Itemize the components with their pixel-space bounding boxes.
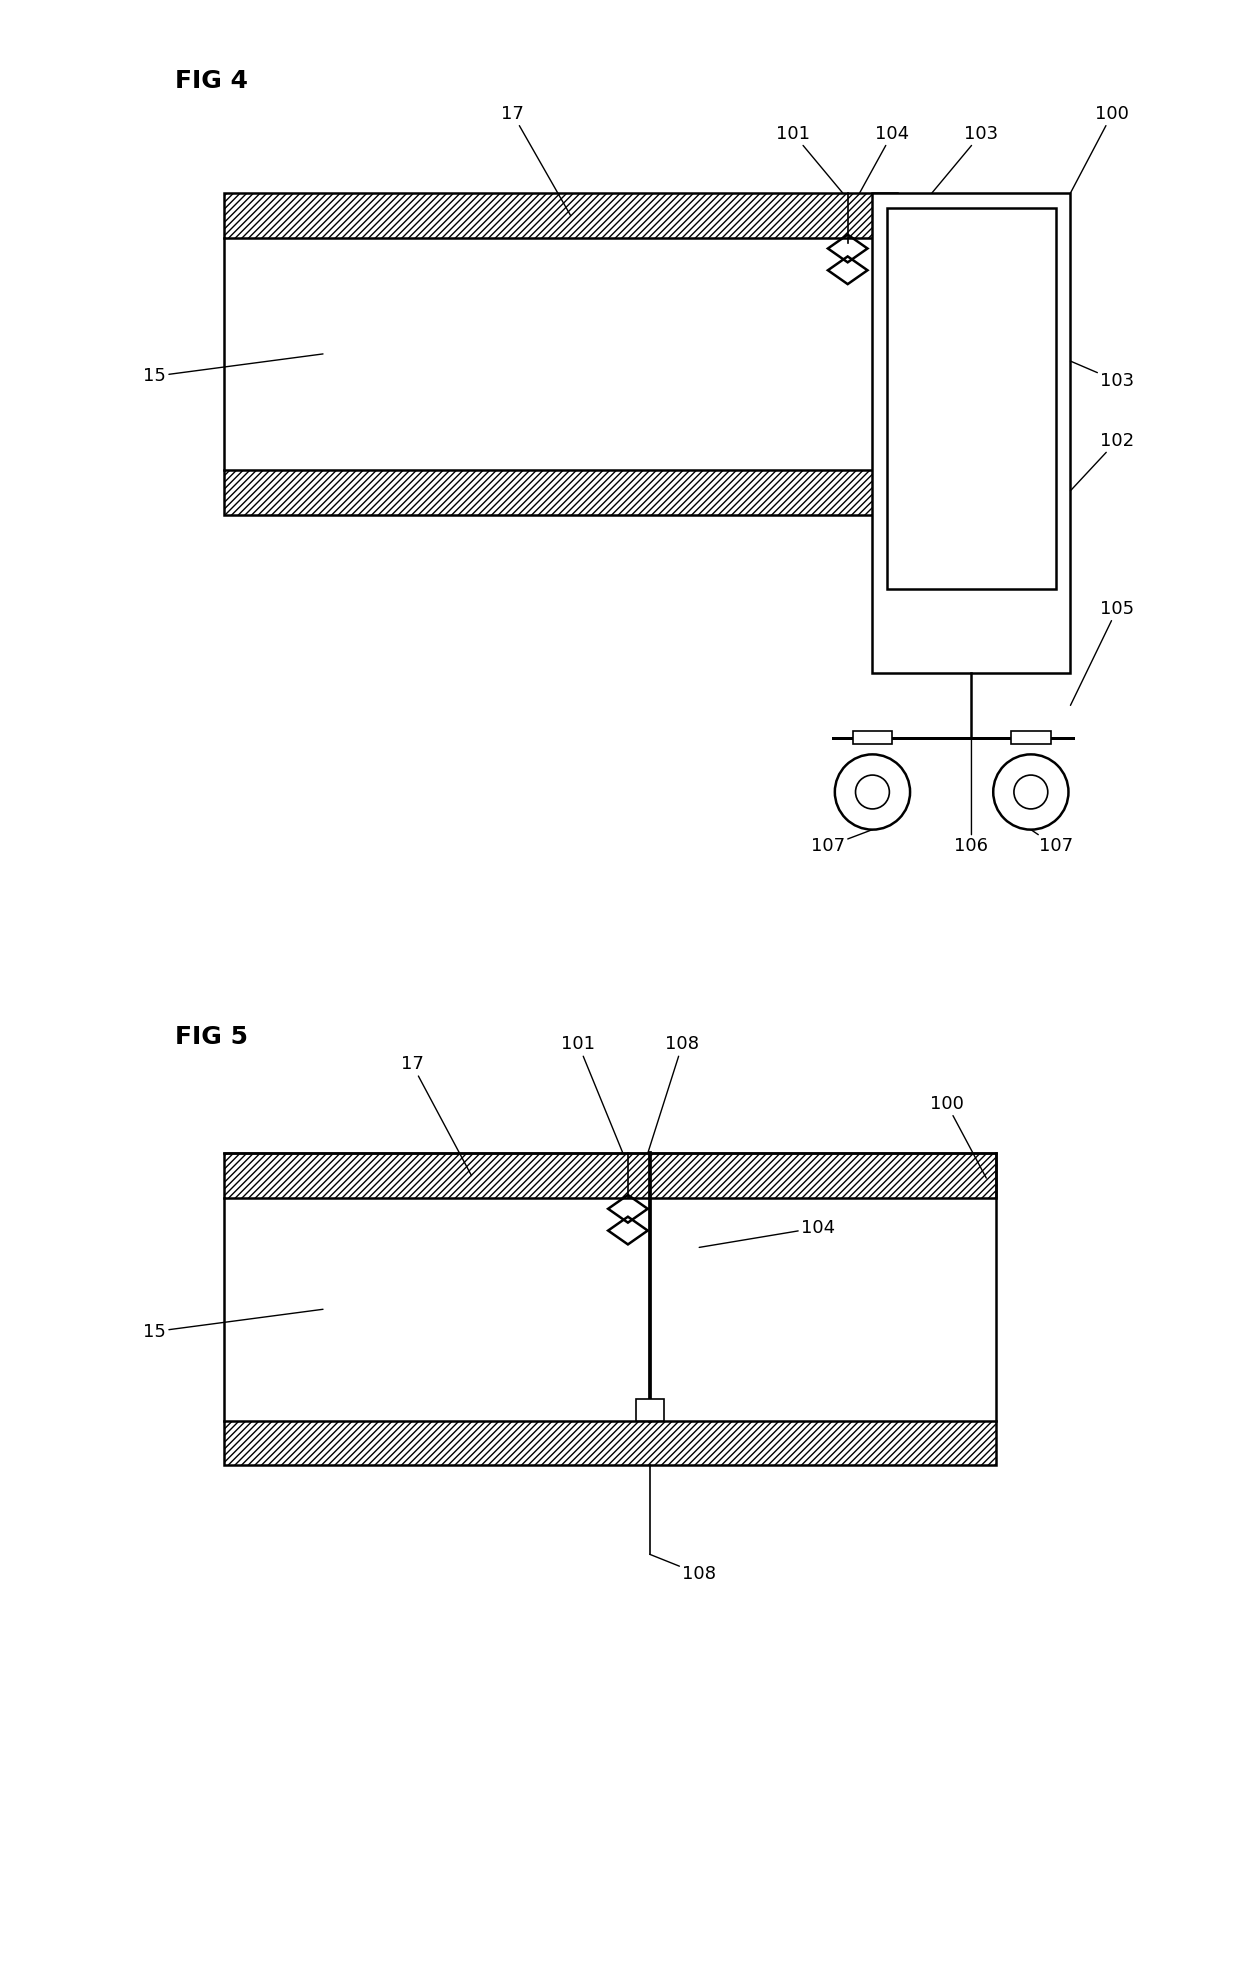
Text: 15: 15 [144,1309,322,1340]
Text: 107: 107 [811,830,873,855]
Bar [888,208,1055,590]
Text: 100: 100 [1070,105,1130,194]
Bar [224,238,898,471]
Text: 104: 104 [699,1218,835,1247]
Text: 103: 103 [931,125,998,194]
Text: 106: 106 [955,737,988,855]
Text: FIG 5: FIG 5 [175,1026,248,1049]
Bar [224,1420,996,1465]
Text: 108: 108 [650,1554,717,1584]
Text: 108: 108 [647,1036,699,1152]
Bar [224,1152,996,1198]
Text: 101: 101 [776,125,843,194]
Text: 104: 104 [859,125,909,194]
Bar [224,1198,996,1422]
Bar [873,194,1070,673]
Text: 17: 17 [501,105,570,216]
Text: 17: 17 [401,1055,471,1176]
Bar [224,194,898,238]
Text: 103: 103 [1070,360,1135,390]
Text: 102: 102 [1070,432,1135,491]
Text: 100: 100 [930,1095,986,1178]
Text: 107: 107 [1030,830,1073,855]
Bar [224,471,898,515]
Bar [1011,731,1050,744]
Text: FIG 4: FIG 4 [175,69,248,93]
Text: 15: 15 [144,354,322,386]
Text: 105: 105 [1070,600,1135,705]
Bar [636,1398,663,1422]
Text: 101: 101 [562,1036,622,1152]
Bar [853,731,893,744]
